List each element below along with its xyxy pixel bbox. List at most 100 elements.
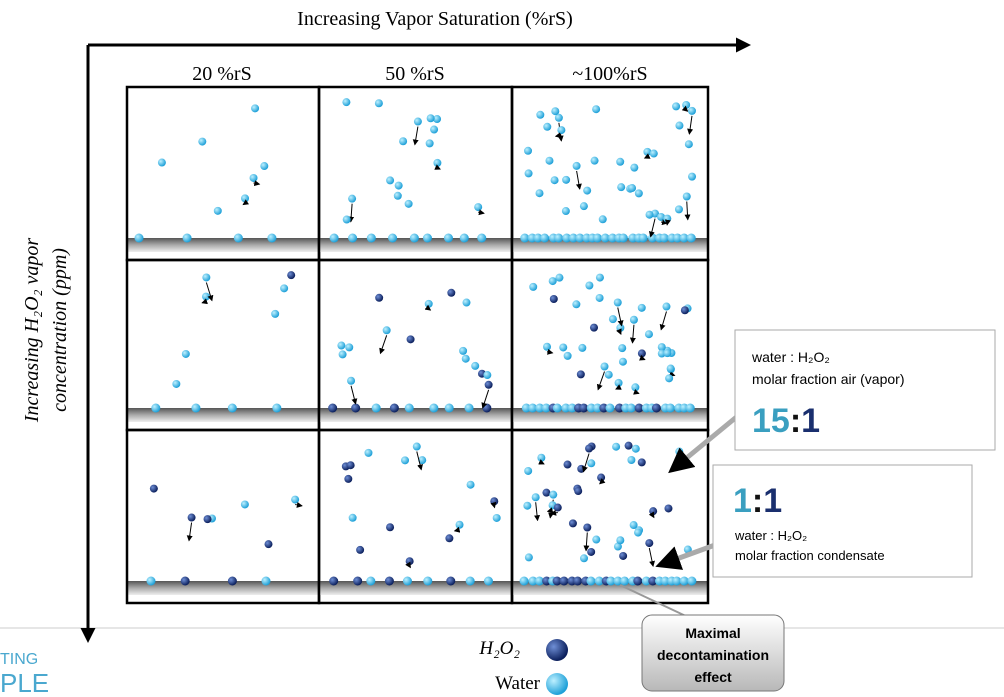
particle (535, 189, 544, 198)
particle (679, 233, 689, 243)
particle (464, 403, 474, 413)
particle (665, 403, 675, 413)
particle (631, 383, 640, 392)
particle (433, 158, 442, 167)
particle (580, 554, 589, 563)
motion-arrow (575, 170, 582, 190)
particle (620, 576, 630, 586)
motion-arrow (615, 384, 622, 390)
particle (593, 233, 603, 243)
motion-arrow (201, 298, 208, 305)
particle (552, 403, 562, 413)
particle (644, 330, 653, 339)
particle (648, 576, 658, 586)
particle (227, 576, 237, 586)
particle (483, 576, 493, 586)
particle (613, 576, 623, 586)
column-header: 20 %rS (192, 63, 251, 85)
particle (424, 299, 433, 308)
cell (125, 85, 321, 262)
particle (672, 102, 681, 111)
particle (659, 233, 669, 243)
particle (563, 460, 572, 469)
motion-arrow (629, 324, 636, 344)
particle (181, 349, 190, 358)
particle (466, 480, 475, 489)
particle (559, 343, 568, 352)
particle (337, 341, 346, 350)
particle (561, 207, 570, 216)
particle (600, 362, 609, 371)
particle (628, 184, 637, 193)
motion-arrow (687, 115, 694, 135)
motion-arrow (582, 453, 590, 473)
particle (187, 513, 196, 522)
floor (127, 408, 319, 422)
particle (351, 403, 361, 413)
particle (455, 520, 464, 529)
particle (384, 576, 394, 586)
particle (375, 293, 384, 302)
particle (575, 233, 585, 243)
particle (261, 576, 271, 586)
particle (687, 576, 697, 586)
particle (443, 233, 453, 243)
particle (649, 507, 658, 516)
column-header: 50 %rS (385, 63, 444, 85)
callout-arrow (655, 542, 716, 570)
particle (382, 326, 391, 335)
particle (672, 233, 682, 243)
motion-arrow (546, 348, 554, 355)
particle (342, 98, 351, 107)
particle (291, 495, 300, 504)
particle (634, 528, 643, 537)
particle (598, 215, 607, 224)
particle (665, 374, 674, 383)
particle (629, 521, 638, 530)
particle (638, 233, 648, 243)
particle (172, 379, 181, 388)
motion-arrow (295, 501, 303, 508)
particle (346, 461, 355, 470)
particle (585, 444, 594, 453)
motion-arrow (434, 164, 441, 170)
floor (127, 581, 319, 595)
motion-arrow (348, 203, 355, 223)
particle (374, 99, 383, 108)
particle (585, 281, 594, 290)
floor (319, 408, 512, 422)
motion-arrow (412, 126, 419, 146)
particle (537, 453, 546, 462)
particle (682, 192, 691, 201)
particle (461, 354, 470, 363)
particle (657, 343, 666, 352)
particle (583, 186, 592, 195)
motion-arrow (205, 282, 214, 302)
particle (579, 403, 589, 413)
particle (394, 181, 403, 190)
motion-arrow (616, 328, 622, 335)
particle (617, 183, 626, 192)
ratio-part: 15 (752, 402, 790, 440)
motion-arrow (583, 532, 590, 552)
motion-arrow (643, 153, 651, 159)
particle (541, 403, 551, 413)
particle (328, 403, 338, 413)
ratio-part: 1 (733, 482, 752, 520)
particle (687, 106, 696, 115)
particle (613, 542, 622, 551)
particle (660, 576, 670, 586)
motion-arrow (633, 388, 640, 395)
particle (540, 233, 550, 243)
particle (576, 370, 585, 379)
particle (429, 403, 439, 413)
particle (267, 233, 277, 243)
particle (462, 298, 471, 307)
particle (329, 233, 339, 243)
particle (444, 403, 454, 413)
particle (233, 233, 243, 243)
particle (272, 403, 282, 413)
motion-arrow (550, 509, 558, 516)
particle (586, 576, 596, 586)
motion-arrow (659, 311, 667, 331)
